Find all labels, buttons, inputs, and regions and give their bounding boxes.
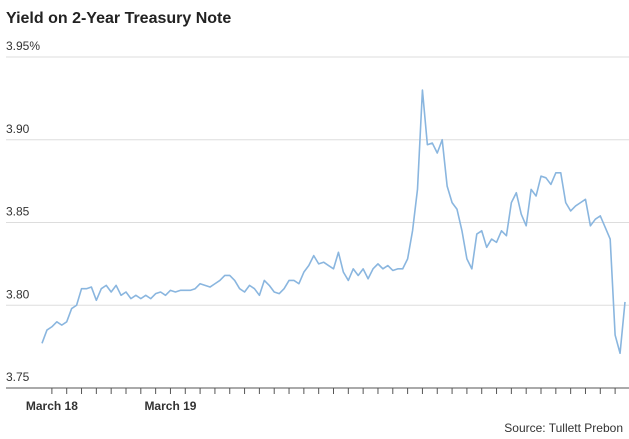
y-tick-label: 3.85 bbox=[6, 205, 30, 219]
x-tick-label: March 18 bbox=[26, 399, 78, 413]
y-tick-label: 3.90 bbox=[6, 122, 30, 136]
chart-title: Yield on 2-Year Treasury Note bbox=[6, 10, 231, 27]
line-series bbox=[41, 89, 626, 355]
source-note: Source: Tullett Prebon bbox=[504, 421, 623, 435]
y-tick-label: 3.95% bbox=[6, 39, 40, 53]
x-tick-label: March 19 bbox=[144, 399, 196, 413]
y-tick-label: 3.75 bbox=[6, 370, 30, 384]
y-tick-label: 3.80 bbox=[6, 287, 30, 301]
